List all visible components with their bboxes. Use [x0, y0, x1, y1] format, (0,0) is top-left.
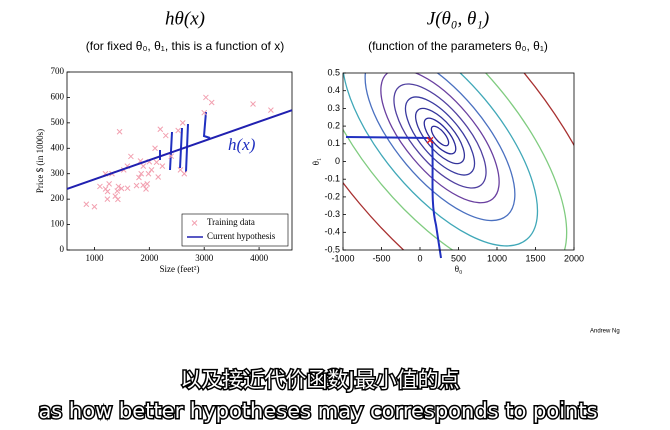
caption: 以及接近代价函数J最小值的点: [180, 368, 459, 392]
data-point: [143, 186, 149, 192]
data-point: [268, 107, 274, 113]
y-tick-label: 0: [335, 156, 340, 166]
y-tick-label: 300: [51, 168, 65, 178]
annotation: h(x): [228, 135, 256, 154]
y-tick-label: 0.4: [327, 85, 340, 95]
contours: [343, 73, 574, 250]
y-axis-label: θ₁: [311, 158, 321, 165]
legend-label: Training data: [207, 217, 255, 227]
hand-drawing: [345, 136, 442, 259]
legend-swatch: [191, 220, 198, 226]
x-tick-label: 2000: [564, 253, 584, 263]
data-point: [177, 167, 184, 173]
y-tick-label: 500: [51, 117, 65, 127]
data-point: [203, 94, 209, 101]
y-tick-label: 0.3: [327, 103, 340, 113]
x-tick-label: 1500: [525, 253, 545, 263]
footer: Andrew Ng: [590, 329, 620, 335]
data-point: [118, 185, 125, 192]
data-point: [102, 186, 109, 192]
data-point: [153, 159, 160, 166]
x-tick-label: 0: [417, 253, 422, 263]
y-axis-label: Price $ (in 1000s): [35, 129, 45, 193]
data-point: [140, 182, 147, 189]
legend-box: [181, 213, 289, 247]
data-point: [124, 185, 131, 192]
x-tick-label: 4000: [250, 253, 269, 263]
y-tick-label: 0.2: [327, 120, 340, 130]
data-point: [250, 101, 256, 107]
data-point: [208, 99, 215, 106]
data-point: [155, 174, 162, 180]
x-tick-label: 1000: [487, 253, 507, 263]
y-tick-label: 700: [51, 66, 65, 76]
data-point: [116, 128, 123, 135]
x-axis-label: Size (feet²): [160, 264, 200, 274]
y-tick-label: -0.3: [324, 209, 340, 219]
data-point: [201, 109, 208, 116]
data-point: [115, 183, 122, 190]
data-point: [115, 196, 121, 203]
y-tick-label: -0.4: [324, 227, 340, 237]
data-point: [138, 170, 145, 177]
data-point: [128, 153, 134, 160]
y-tick-label: 600: [51, 91, 65, 101]
data-point: [140, 163, 147, 169]
y-tick-label: 0.1: [327, 138, 340, 148]
legend-label: Current hypothesis: [207, 231, 276, 241]
data-point: [148, 167, 155, 173]
y-tick-label: -0.2: [324, 191, 340, 201]
y-tick-label: -0.5: [324, 244, 340, 254]
data-point: [106, 181, 112, 187]
y-tick-label: -0.1: [324, 174, 340, 184]
y-tick-label: 0.5: [327, 67, 340, 77]
data-point: [179, 120, 186, 126]
data-point: [157, 126, 164, 133]
y-tick-label: 100: [51, 219, 65, 229]
y-tick-label: 400: [51, 142, 65, 152]
data-point: [162, 132, 169, 139]
y-tick-label: 0: [60, 244, 65, 254]
data-point: [175, 127, 182, 134]
data-point: [91, 203, 98, 210]
chart-title: hθ(x): [165, 8, 205, 29]
x-tick-label: 3000: [195, 253, 214, 263]
data-point: [83, 201, 90, 208]
data-point: [159, 163, 166, 169]
x-tick-label: -500: [372, 253, 390, 263]
x-tick-label: 1000: [85, 253, 104, 263]
data-point: [112, 193, 119, 199]
current-parameters: [426, 136, 434, 144]
data-point: [97, 183, 103, 190]
data-point: [144, 181, 151, 187]
x-tick-label: 2000: [140, 253, 159, 263]
chart-subtitle: (function of the parameters θ₀, θ₁): [368, 39, 548, 53]
x-tick-label: 500: [451, 253, 466, 263]
data-point: [136, 174, 142, 181]
caption: as how better hypotheses may corresponds…: [38, 399, 597, 423]
x-tick-label: -1000: [331, 253, 354, 263]
data-point: [168, 153, 175, 160]
data-point: [114, 188, 121, 194]
hypothesis-line: [66, 109, 293, 190]
data-point: [133, 182, 140, 189]
data-point: [104, 196, 111, 202]
plot-frame: [66, 71, 293, 251]
chart-subtitle: (for fixed θ₀, θ₁, this is a function of…: [86, 39, 284, 53]
chart-title: J(θ₀, θ₁): [427, 8, 489, 29]
x-axis-label: θ₀: [455, 264, 462, 274]
y-tick-label: 200: [51, 193, 65, 203]
data-point: [152, 145, 158, 152]
data-point: [145, 170, 152, 177]
